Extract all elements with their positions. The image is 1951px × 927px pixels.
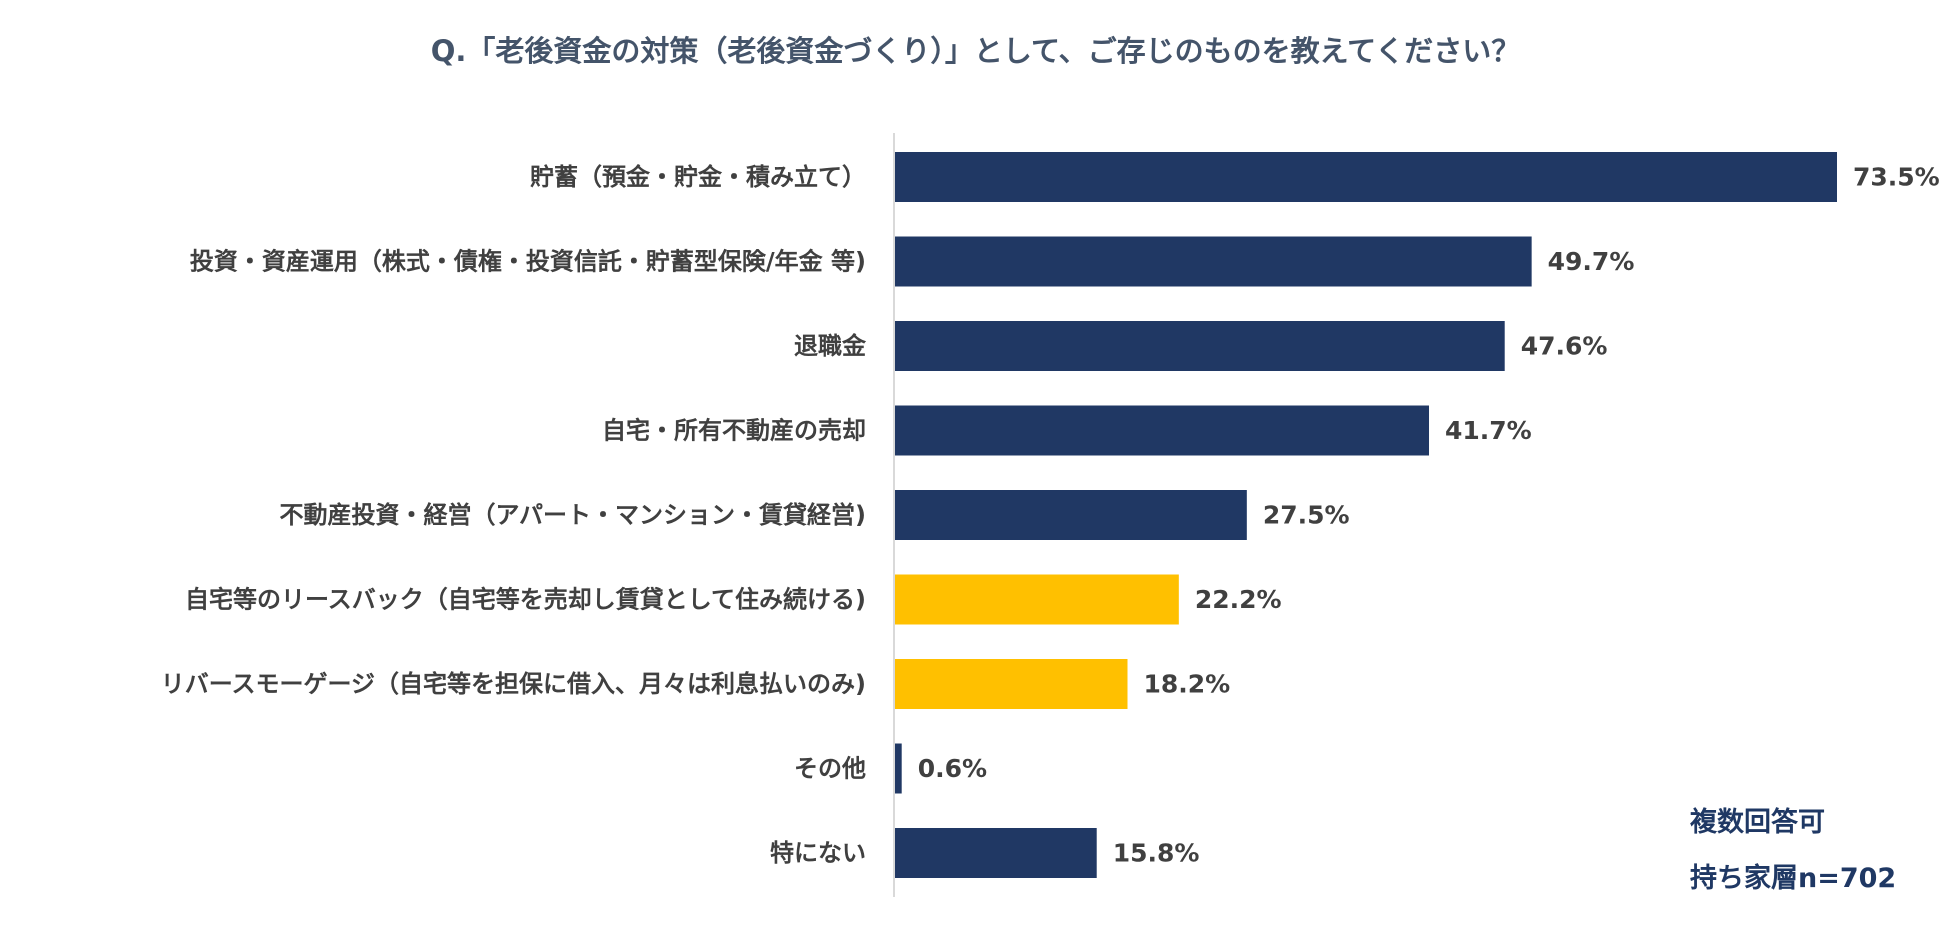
- category-label: 投資・資産運用（株式・債権・投資信託・貯蓄型保険/年金 等): [190, 248, 866, 276]
- value-label: 49.7%: [1548, 247, 1635, 276]
- category-label: 退職金: [794, 332, 867, 360]
- value-labels: 73.5% 49.7% 47.6% 41.7% 27.5% 22.2% 18.2% 0.6% 1…: [918, 163, 1940, 868]
- value-label: 73.5%: [1853, 163, 1940, 192]
- category-label: 貯蓄（預金・貯金・積み立て）: [530, 163, 866, 191]
- category-label: 自宅・所有不動産の売却: [602, 417, 866, 445]
- bar: [894, 574, 1179, 625]
- value-label: 41.7%: [1445, 416, 1532, 445]
- bar: [894, 490, 1247, 540]
- bar: [894, 236, 1532, 287]
- value-label: 27.5%: [1263, 501, 1350, 530]
- bars-layer: [894, 152, 1837, 878]
- category-label: リバースモーゲージ（自宅等を担保に借入、月々は利息払いのみ): [161, 670, 866, 698]
- bar: [894, 659, 1128, 709]
- bar: [894, 405, 1430, 456]
- bar: [894, 152, 1837, 202]
- value-label: 15.8%: [1113, 839, 1200, 868]
- bar: [894, 828, 1097, 878]
- chart-title: Q.「老後資金の対策（老後資金づくり）」として、ご存じのものを教えてください？: [430, 34, 1521, 68]
- multiple-answers-note: 複数回答可: [1690, 807, 1825, 838]
- value-label: 47.6%: [1521, 332, 1608, 361]
- bar: [894, 321, 1505, 371]
- category-label: 特にない: [770, 839, 866, 867]
- category-label: その他: [794, 755, 866, 783]
- value-label: 22.2%: [1195, 585, 1282, 614]
- category-labels: 貯蓄（預金・貯金・積み立て） 投資・資産運用（株式・債権・投資信託・貯蓄型保険/年…: [161, 163, 867, 867]
- category-label: 自宅等のリースバック（自宅等を売却し賃貸として住み続ける): [185, 586, 866, 614]
- category-label: 不動産投資・経営（アパート・マンション・賃貸経営): [280, 501, 867, 529]
- sample-size-note: 持ち家層n=702: [1690, 863, 1897, 894]
- value-label: 0.6%: [918, 754, 987, 783]
- value-label: 18.2%: [1144, 670, 1231, 699]
- bar: [894, 743, 902, 794]
